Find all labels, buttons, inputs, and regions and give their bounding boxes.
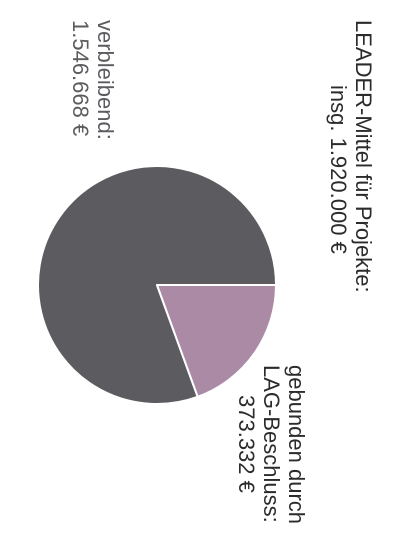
chart-subtitle: insg. 1.920.000 €	[326, 85, 351, 254]
pie-slice-bound[interactable]	[156, 284, 277, 398]
chart-title: LEADER-Mittel für Projekte:	[351, 20, 376, 293]
label-remaining-value: 1.546.668 €	[68, 20, 93, 136]
label-bound-name-line2: LAG-Beschluss:	[259, 365, 284, 523]
label-bound-value: 373.332 €	[234, 395, 259, 493]
label-remaining-name: verbleibend:	[93, 20, 118, 140]
pie-group	[37, 165, 277, 405]
label-bound-name-line1: gebunden durch	[284, 365, 309, 524]
